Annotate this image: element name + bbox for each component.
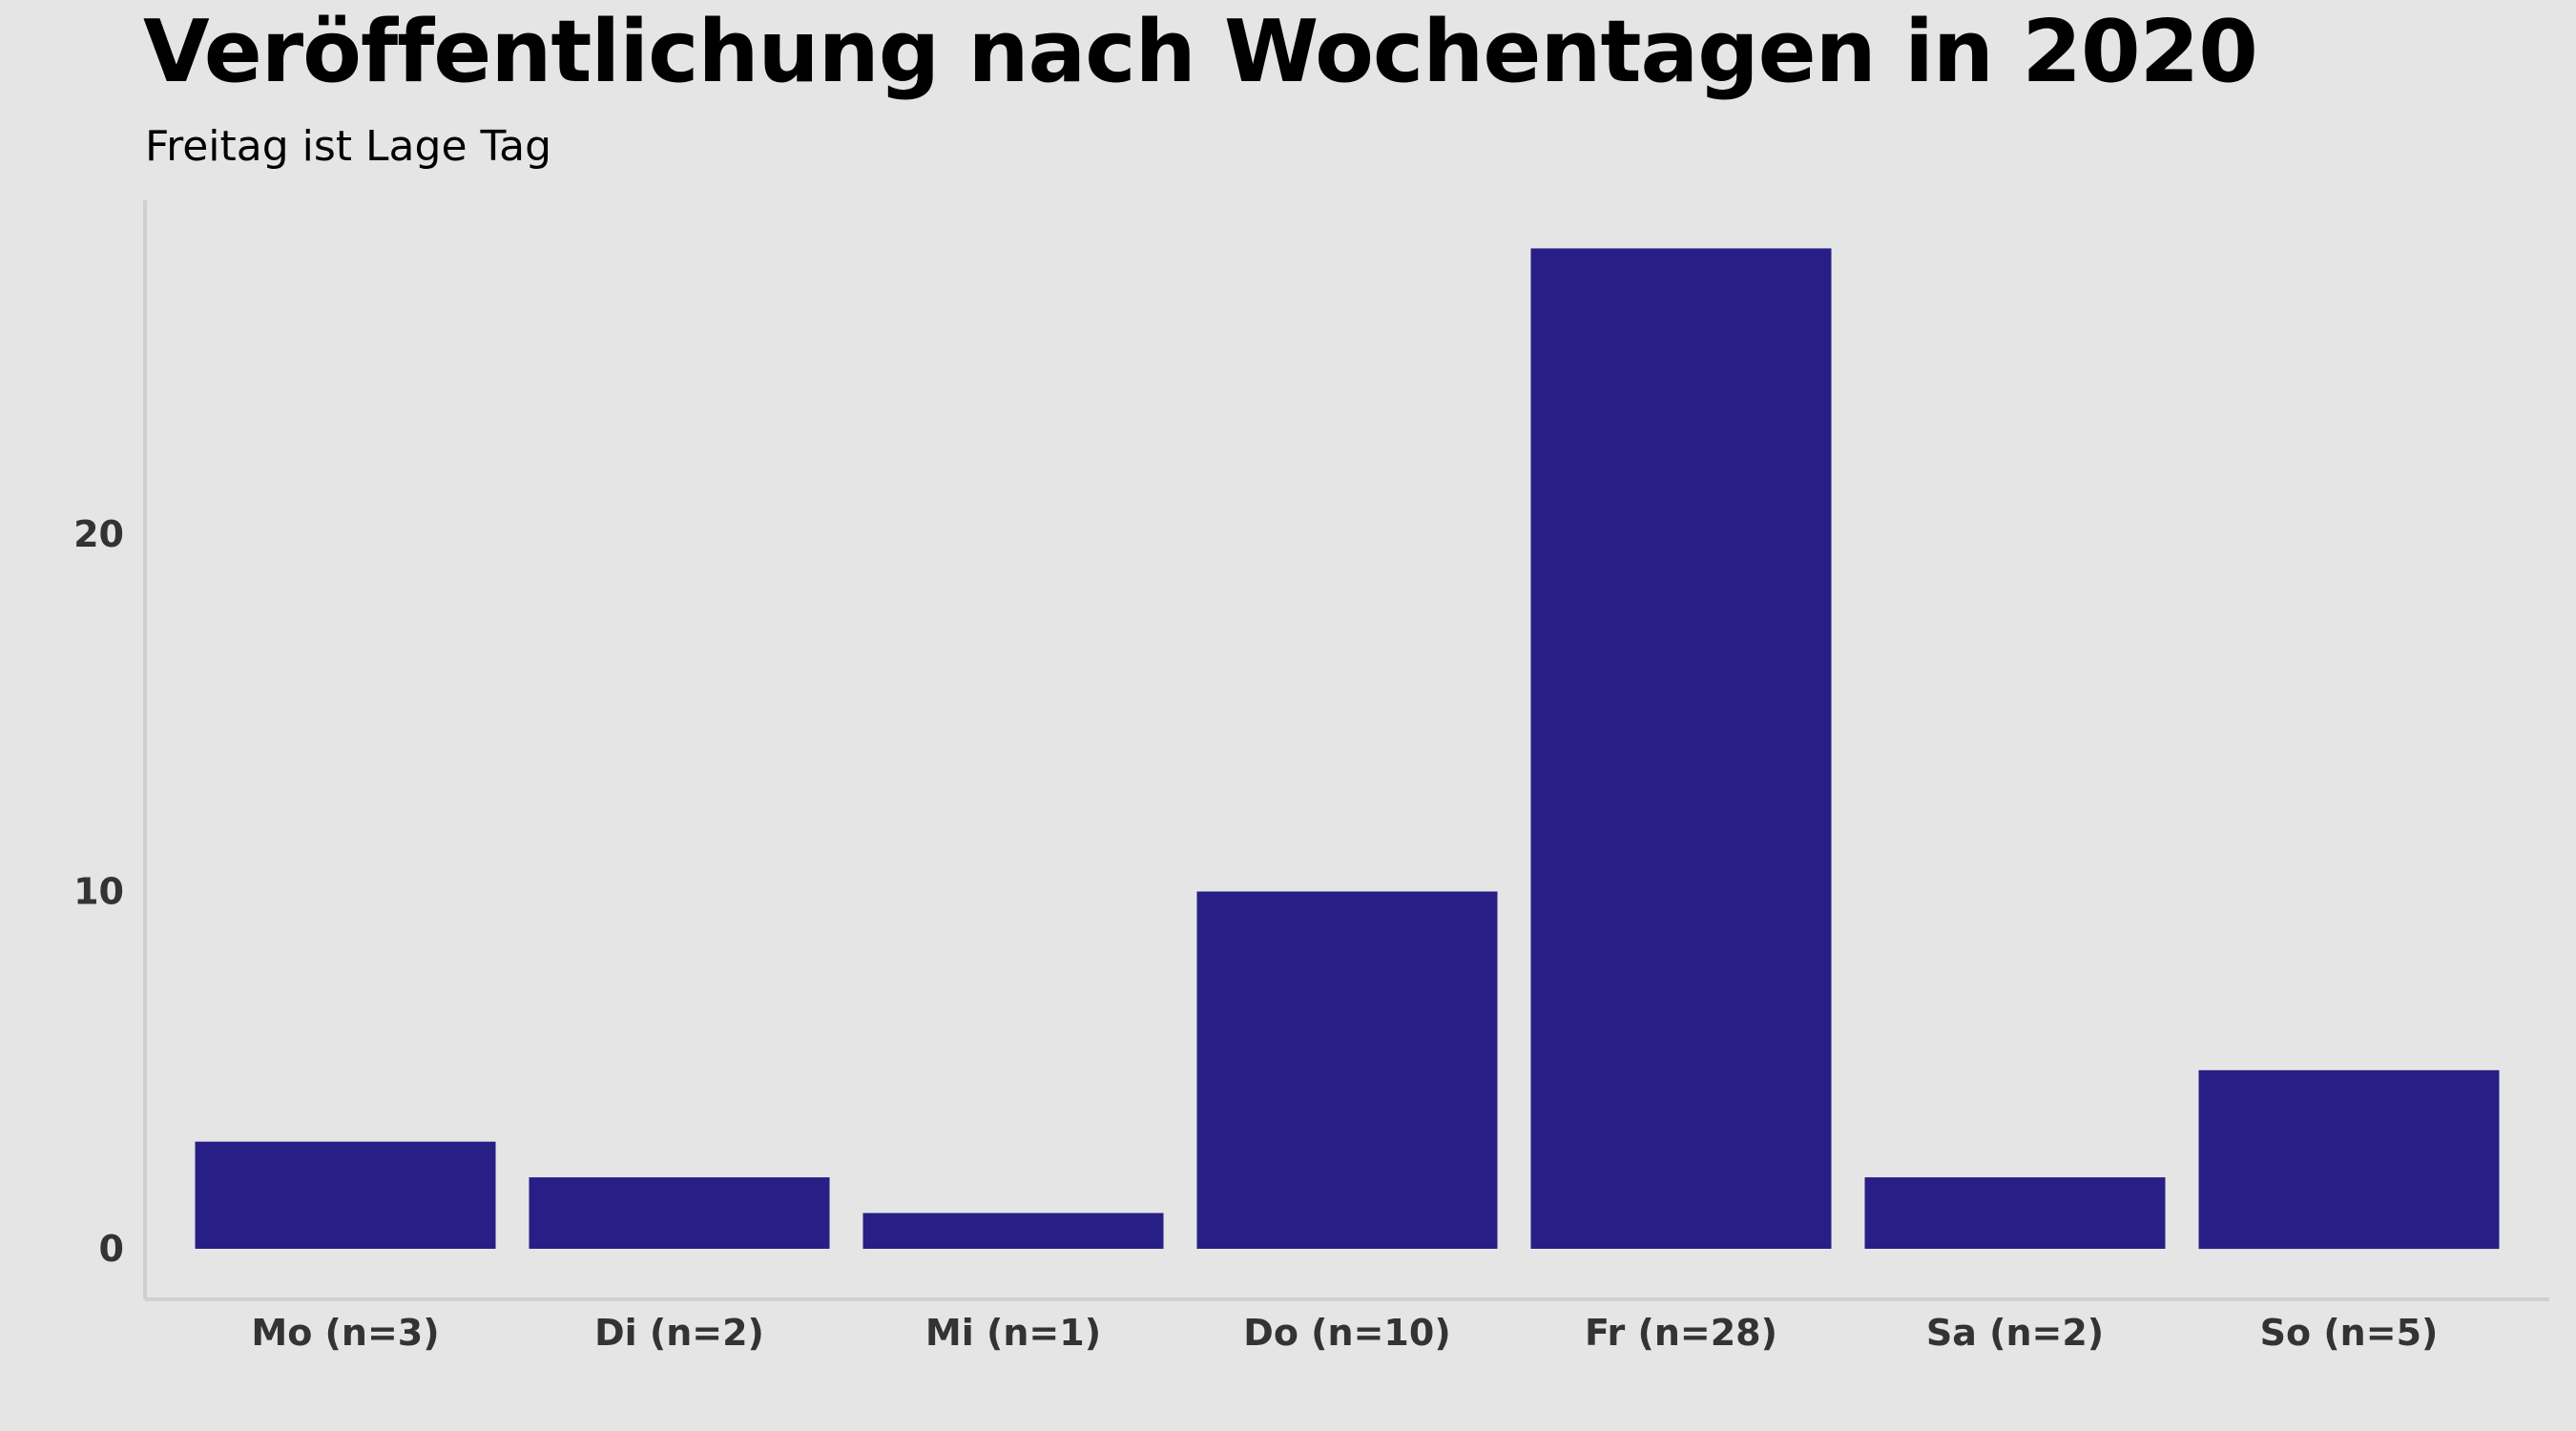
chart-subtitle: Freitag ist Lage Tag [145, 122, 551, 171]
ticks-group: 0 10 20 Mo (n=3) Di (n=2) Mi (n=1) Do (n=10) Fr… [73, 513, 2438, 1354]
x-tick-label: Mo (n=3) [251, 1312, 439, 1354]
y-tick-label: 0 [99, 1228, 124, 1270]
x-tick-label: Do (n=10) [1243, 1312, 1450, 1354]
bar-3 [1196, 891, 1498, 1249]
axes-group [143, 200, 2549, 1301]
chart-title: Veröffentlichung nach Wochentagen in 202… [143, 2, 2258, 102]
x-tick-label: Fr (n=28) [1585, 1312, 1777, 1354]
x-tick-label: Di (n=2) [594, 1312, 764, 1354]
x-tick-label: Sa (n=2) [1926, 1312, 2104, 1354]
bars-group [195, 248, 2500, 1250]
bar-2 [862, 1213, 1164, 1249]
bar-1 [529, 1177, 830, 1249]
bar-6 [2198, 1069, 2500, 1250]
bar-5 [1864, 1177, 2166, 1249]
y-tick-label: 10 [73, 871, 124, 913]
x-tick-label: So (n=5) [2260, 1312, 2439, 1354]
x-tick-label: Mi (n=1) [925, 1312, 1101, 1354]
y-tick-label: 20 [73, 513, 124, 555]
bar-4 [1530, 248, 1832, 1249]
bar-0 [195, 1141, 496, 1249]
